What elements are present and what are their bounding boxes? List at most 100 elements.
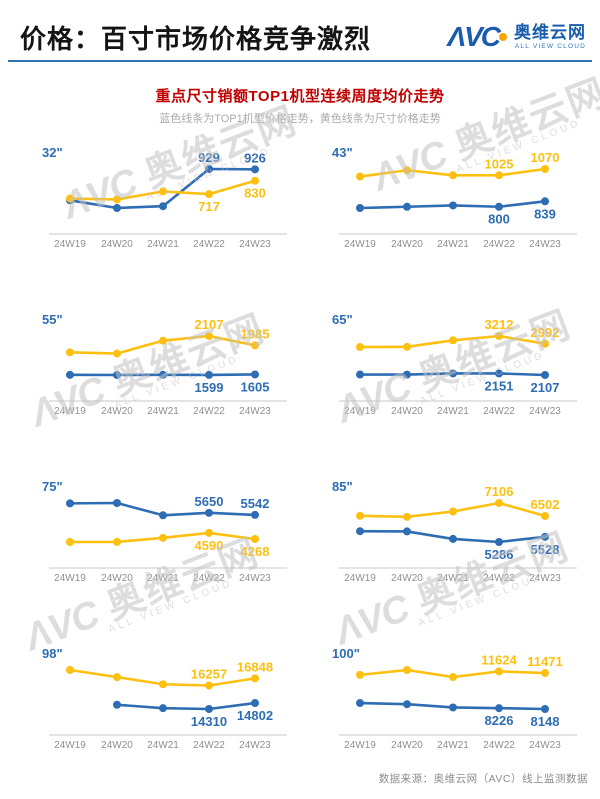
yellow-data-point bbox=[495, 332, 503, 340]
blue-data-point bbox=[159, 202, 167, 211]
data-source-note: 数据来源：奥维云网（AVC）线上监测数据 bbox=[378, 773, 588, 785]
blue-data-label: 1599 bbox=[195, 380, 224, 395]
yellow-data-label: 1025 bbox=[485, 156, 514, 171]
avc-logo-letters: ΛVC bbox=[447, 21, 501, 52]
x-tick-label: 24W20 bbox=[391, 740, 423, 751]
yellow-data-label: 4590 bbox=[195, 538, 224, 553]
blue-data-label: 8148 bbox=[531, 714, 560, 729]
yellow-data-label: 717 bbox=[198, 199, 220, 214]
yellow-data-point bbox=[113, 195, 121, 204]
yellow-data-point bbox=[205, 190, 213, 199]
x-tick-label: 24W22 bbox=[193, 239, 225, 250]
x-tick-label: 24W23 bbox=[529, 406, 561, 417]
blue-data-point bbox=[403, 700, 411, 709]
blue-data-label: 14310 bbox=[191, 714, 227, 729]
yellow-data-label: 2107 bbox=[195, 317, 224, 332]
blue-data-point bbox=[541, 532, 549, 541]
blue-data-label: 5286 bbox=[485, 547, 514, 562]
x-tick-label: 24W19 bbox=[344, 573, 376, 584]
blue-data-point bbox=[251, 165, 259, 174]
x-tick-label: 24W21 bbox=[147, 239, 179, 250]
x-tick-label: 24W23 bbox=[529, 740, 561, 751]
yellow-data-point bbox=[356, 172, 364, 181]
blue-data-point bbox=[356, 204, 364, 212]
yellow-data-point bbox=[66, 348, 74, 357]
blue-data-point bbox=[541, 705, 549, 713]
blue-data-point bbox=[541, 197, 549, 206]
yellow-data-label: 11624 bbox=[481, 652, 517, 667]
blue-data-point bbox=[205, 370, 213, 379]
blue-data-point bbox=[449, 534, 457, 543]
yellow-data-point bbox=[251, 341, 259, 350]
chart-section-subtitle: 蓝色线条为TOP1机型价格走势，黄色线条为尺寸价格走势 bbox=[159, 113, 441, 125]
charts-grid: 32" 929 926 717 830 24W19 24W20 24W21 24W22 24W23… bbox=[35, 145, 590, 751]
blue-data-point bbox=[403, 527, 411, 536]
yellow-data-point bbox=[159, 187, 167, 196]
chart-85in: 85" 7106 6502 5286 5528 24W19 24W20 24W21 24W22 2… bbox=[325, 479, 590, 584]
chart-75in: 75" 5650 5542 4590 4268 24W19 24W20 24W21 24W22 2… bbox=[35, 479, 300, 584]
yellow-data-point bbox=[205, 332, 213, 340]
x-tick-label: 24W22 bbox=[193, 406, 225, 417]
yellow-data-point bbox=[159, 533, 167, 542]
yellow-data-point bbox=[66, 194, 74, 203]
x-tick-label: 24W19 bbox=[54, 406, 86, 417]
header-divider bbox=[8, 60, 592, 62]
blue-data-label: 929 bbox=[198, 150, 220, 165]
blue-data-point bbox=[205, 508, 213, 517]
yellow-data-point bbox=[449, 336, 457, 345]
x-tick-label: 24W19 bbox=[54, 239, 86, 250]
avc-logo-cn: 奥维云网 bbox=[514, 23, 586, 42]
header: 价格：百寸市场价格竞争激烈 ΛVC 奥维云网 ALL VIEW CLOUD bbox=[20, 14, 586, 60]
yellow-data-point bbox=[113, 673, 121, 682]
blue-data-point bbox=[159, 370, 167, 379]
blue-data-label: 2107 bbox=[531, 380, 560, 395]
x-tick-label: 24W22 bbox=[483, 573, 515, 584]
x-tick-label: 24W21 bbox=[437, 573, 469, 584]
x-tick-label: 24W21 bbox=[437, 406, 469, 417]
x-tick-label: 24W22 bbox=[193, 740, 225, 751]
yellow-data-point bbox=[113, 537, 121, 546]
yellow-data-point bbox=[356, 511, 364, 520]
blue-data-point bbox=[66, 499, 74, 508]
x-tick-label: 24W20 bbox=[391, 239, 423, 250]
avc-logo-text: 奥维云网 ALL VIEW CLOUD bbox=[514, 24, 586, 50]
blue-data-point bbox=[159, 704, 167, 713]
x-tick-label: 24W20 bbox=[101, 239, 133, 250]
avc-logo-mark: ΛVC bbox=[447, 23, 507, 51]
yellow-data-point bbox=[403, 166, 411, 175]
x-tick-label: 24W20 bbox=[101, 740, 133, 751]
blue-data-point bbox=[159, 511, 167, 520]
x-tick-label: 24W20 bbox=[101, 406, 133, 417]
yellow-data-point bbox=[356, 343, 364, 352]
x-tick-label: 24W21 bbox=[147, 740, 179, 751]
x-tick-label: 24W23 bbox=[239, 573, 271, 584]
chart-65in: 65" 3212 2992 2151 2107 24W19 24W20 24W21 24W22 2… bbox=[325, 312, 590, 417]
blue-data-point bbox=[205, 705, 213, 713]
avc-logo: ΛVC 奥维云网 ALL VIEW CLOUD bbox=[447, 23, 586, 51]
x-tick-label: 24W21 bbox=[147, 573, 179, 584]
line-chart-plot: 7106 6502 5286 5528 bbox=[339, 484, 577, 569]
x-tick-label: 24W22 bbox=[483, 406, 515, 417]
yellow-data-point bbox=[66, 666, 74, 674]
yellow-data-point bbox=[113, 349, 121, 358]
blue-data-point bbox=[113, 700, 121, 709]
yellow-data-point bbox=[205, 528, 213, 537]
yellow-data-point bbox=[159, 680, 167, 689]
x-tick-label: 24W21 bbox=[437, 239, 469, 250]
chart-55in: 55" 2107 1985 1599 1605 24W19 24W20 24W21 24W22 2… bbox=[35, 312, 300, 417]
blue-data-point bbox=[205, 165, 213, 173]
blue-data-point bbox=[356, 527, 364, 536]
line-chart-plot: 929 926 717 830 bbox=[49, 150, 287, 235]
blue-data-point bbox=[403, 202, 411, 211]
chart-43in: 43" 1025 1070 800 839 24W19 24W20 24W21 24W22 24W… bbox=[325, 145, 590, 250]
x-tick-label: 24W23 bbox=[239, 406, 271, 417]
yellow-data-label: 4268 bbox=[241, 544, 270, 559]
x-tick-label: 24W19 bbox=[344, 740, 376, 751]
yellow-data-point bbox=[403, 666, 411, 674]
yellow-data-point bbox=[495, 499, 503, 507]
chart-size-label: 100" bbox=[332, 646, 360, 661]
yellow-data-point bbox=[251, 176, 259, 185]
blue-series-line bbox=[115, 701, 257, 711]
blue-data-label: 1605 bbox=[241, 379, 270, 394]
